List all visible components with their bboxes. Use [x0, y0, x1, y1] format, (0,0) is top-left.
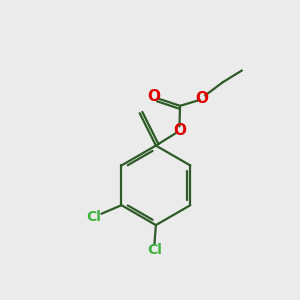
- Text: O: O: [196, 91, 208, 106]
- Text: O: O: [147, 88, 160, 104]
- Text: O: O: [173, 123, 186, 138]
- Text: Cl: Cl: [147, 243, 162, 257]
- Text: Cl: Cl: [86, 210, 101, 224]
